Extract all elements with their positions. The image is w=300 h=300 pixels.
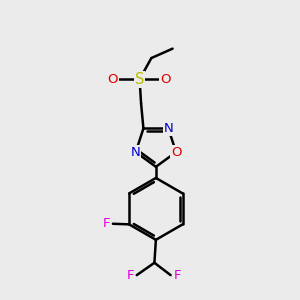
Text: O: O bbox=[171, 146, 182, 159]
Text: O: O bbox=[107, 73, 118, 86]
Text: F: F bbox=[127, 268, 134, 282]
Text: F: F bbox=[173, 268, 181, 282]
Text: F: F bbox=[103, 217, 110, 230]
Text: N: N bbox=[164, 122, 174, 135]
Text: S: S bbox=[135, 72, 144, 87]
Text: N: N bbox=[130, 146, 140, 159]
Text: O: O bbox=[160, 73, 170, 86]
